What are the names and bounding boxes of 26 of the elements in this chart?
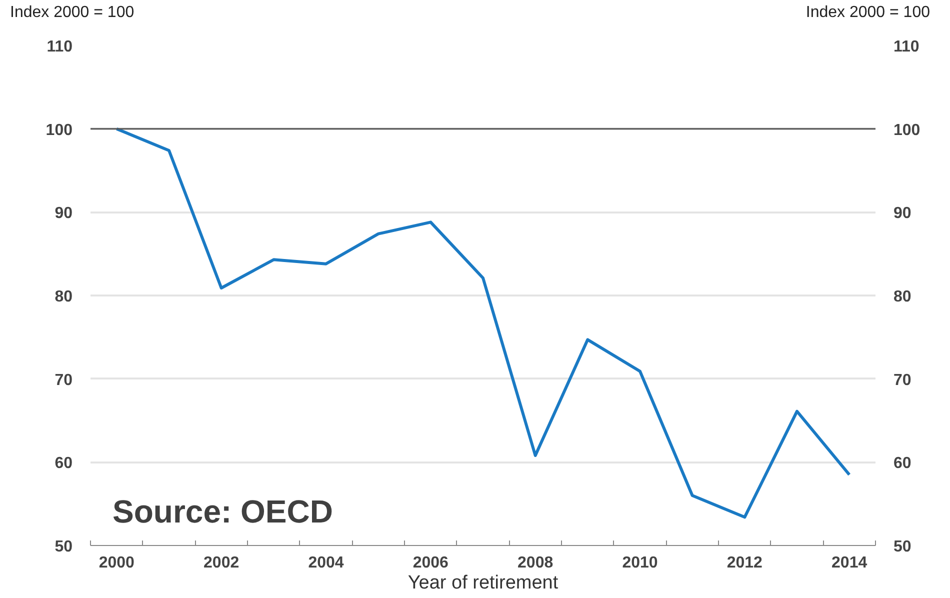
x-axis-title: Year of retirement bbox=[408, 572, 559, 594]
x-tick-label: 2004 bbox=[308, 554, 344, 572]
x-tick-label: 2002 bbox=[204, 554, 240, 572]
y-axis-title: Index 2000 = 100 bbox=[10, 3, 134, 23]
x-tick-label: 2014 bbox=[832, 554, 868, 572]
y2-tick-label: 100 bbox=[894, 122, 920, 139]
x-tick-label: 2010 bbox=[622, 554, 658, 572]
x-tick-label: 2008 bbox=[518, 554, 554, 572]
y2-tick-label: 90 bbox=[894, 205, 912, 222]
y-tick-label: 60 bbox=[54, 455, 73, 472]
y-tick-label: 100 bbox=[46, 122, 73, 139]
y2-tick-label: 50 bbox=[894, 538, 912, 556]
y2-tick-label: 80 bbox=[894, 288, 912, 306]
annotation: Source: OECD bbox=[112, 494, 333, 530]
x-tick-label: 2000 bbox=[98, 554, 135, 572]
x-tick-label: 2006 bbox=[412, 554, 449, 572]
y2-tick-label: 60 bbox=[894, 455, 912, 472]
y2-tick-label: 110 bbox=[894, 38, 920, 56]
y-tick-label: 70 bbox=[54, 372, 73, 389]
y-tick-label: 80 bbox=[54, 288, 73, 306]
y2-axis-title: Index 2000 = 100 bbox=[806, 3, 930, 23]
x-tick-label: 2012 bbox=[726, 554, 763, 572]
y-tick-label: 90 bbox=[54, 205, 73, 222]
y-tick-label: 50 bbox=[54, 538, 73, 556]
y-tick-label: 110 bbox=[46, 38, 73, 56]
y2-tick-label: 70 bbox=[894, 372, 912, 389]
